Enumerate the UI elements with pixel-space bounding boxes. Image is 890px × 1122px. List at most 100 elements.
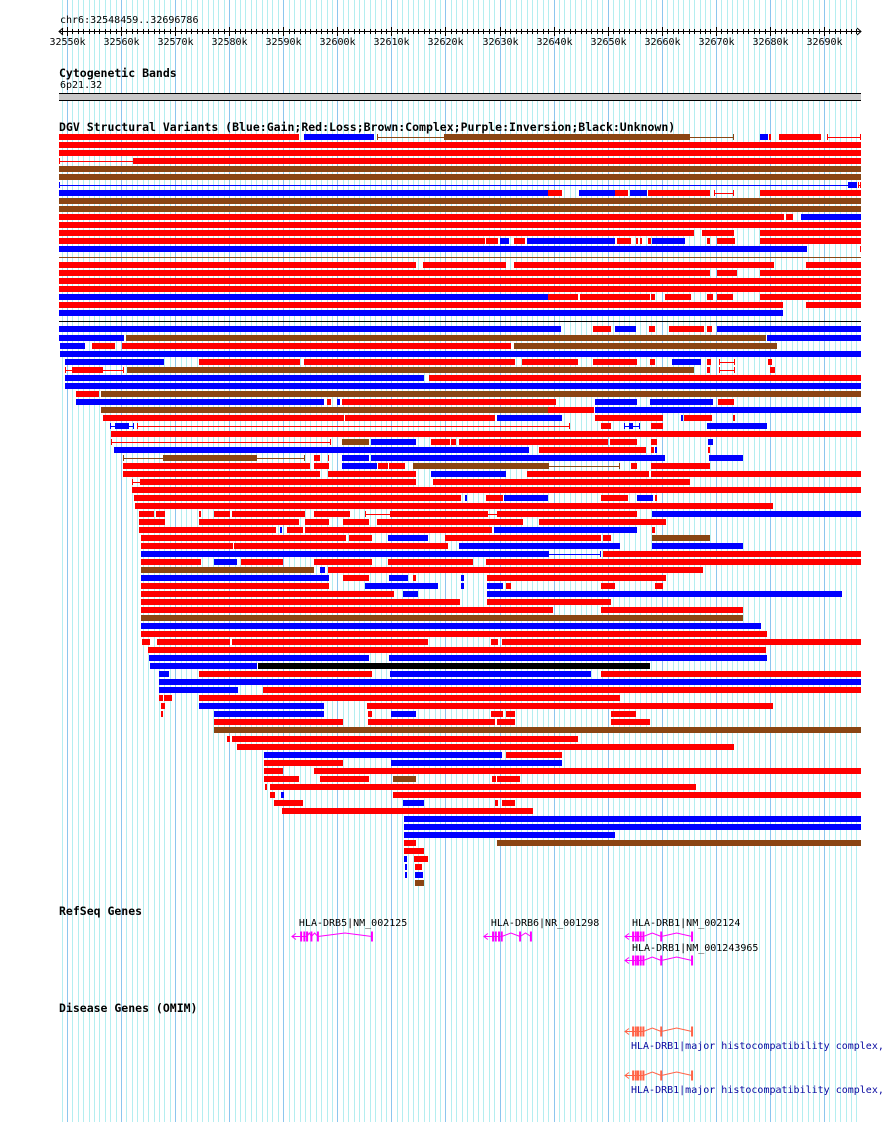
sv-loss-segment[interactable] [366, 703, 774, 709]
sv-loss-segment[interactable] [617, 238, 632, 244]
sv-loss-segment[interactable] [506, 711, 516, 717]
sv-loss-segment[interactable] [387, 559, 474, 565]
sv-gain-segment[interactable] [148, 655, 369, 661]
sv-gain-segment[interactable] [595, 407, 861, 413]
sv-loss-segment[interactable] [717, 294, 733, 300]
sv-loss-connector[interactable] [132, 482, 142, 483]
sv-loss-segment[interactable] [141, 599, 460, 605]
sv-complex-segment[interactable] [101, 391, 861, 397]
sv-gain-segment[interactable] [391, 711, 416, 717]
sv-loss-segment[interactable] [718, 399, 735, 405]
sv-loss-segment[interactable] [304, 527, 492, 533]
sv-loss-segment[interactable] [498, 511, 637, 517]
sv-loss-segment[interactable] [59, 302, 783, 308]
sv-loss-segment[interactable] [59, 278, 861, 284]
sv-gain-segment[interactable] [414, 872, 424, 878]
gene-label[interactable]: HLA-DRB5|NM_002125 [298, 918, 408, 929]
sv-loss-segment[interactable] [514, 238, 525, 244]
sv-loss-segment[interactable] [640, 238, 643, 244]
sv-gain-segment[interactable] [503, 495, 548, 501]
sv-gain-segment[interactable] [595, 399, 637, 405]
sv-loss-segment[interactable] [769, 134, 771, 140]
sv-loss-segment[interactable] [231, 736, 579, 742]
sv-gain-segment[interactable] [114, 447, 530, 453]
gene-label[interactable]: HLA-DRB6|NR_001298 [490, 918, 600, 929]
sv-complex-segment[interactable] [141, 567, 315, 573]
sv-loss-connector[interactable] [826, 137, 861, 138]
sv-loss-segment[interactable] [430, 439, 450, 445]
sv-loss-segment[interactable] [133, 495, 461, 501]
sv-loss-segment[interactable] [263, 687, 861, 693]
sv-gain-segment[interactable] [341, 455, 369, 461]
sv-complex-segment[interactable] [59, 166, 861, 172]
sv-loss-connector[interactable] [102, 370, 125, 371]
sv-loss-segment[interactable] [122, 471, 321, 477]
sv-gain-segment[interactable] [391, 760, 562, 766]
sv-loss-segment[interactable] [367, 711, 373, 717]
sv-loss-segment[interactable] [314, 511, 351, 517]
sv-loss-segment[interactable] [403, 848, 424, 854]
sv-loss-segment[interactable] [159, 695, 164, 701]
sv-loss-segment[interactable] [485, 495, 503, 501]
sv-loss-segment[interactable] [132, 487, 861, 493]
sv-loss-connector[interactable] [65, 370, 73, 371]
sv-gain-segment[interactable] [59, 343, 85, 349]
refseq-gene-glyph[interactable] [0, 929, 890, 943]
sv-gain-segment[interactable] [848, 182, 857, 188]
sv-gain-segment[interactable] [64, 383, 861, 389]
sv-gain-segment[interactable] [403, 824, 861, 830]
sv-gain-connector[interactable] [547, 554, 601, 555]
sv-gain-segment[interactable] [459, 543, 620, 549]
sv-loss-connector[interactable] [137, 426, 571, 427]
sv-loss-segment[interactable] [485, 559, 861, 565]
sv-loss-segment[interactable] [647, 190, 710, 196]
sv-loss-segment[interactable] [600, 671, 861, 677]
sv-loss-segment[interactable] [547, 407, 594, 413]
sv-loss-segment[interactable] [314, 768, 861, 774]
sv-gain-segment[interactable] [281, 792, 284, 798]
sv-loss-segment[interactable] [59, 222, 861, 228]
sv-loss-segment[interactable] [139, 511, 154, 517]
sv-loss-segment[interactable] [141, 607, 554, 613]
sv-loss-segment[interactable] [497, 776, 521, 782]
sv-loss-segment[interactable] [768, 359, 773, 365]
sv-gain-segment[interactable] [59, 310, 783, 316]
sv-loss-segment[interactable] [491, 776, 497, 782]
sv-loss-segment[interactable] [760, 294, 861, 300]
sv-unknown-segment[interactable] [257, 663, 650, 669]
sv-loss-segment[interactable] [600, 423, 612, 429]
sv-gain-segment[interactable] [460, 575, 464, 581]
sv-loss-segment[interactable] [269, 792, 276, 798]
sv-gain-segment[interactable] [404, 872, 407, 878]
sv-loss-segment[interactable] [654, 583, 663, 589]
sv-complex-segment[interactable] [514, 343, 778, 349]
sv-loss-segment[interactable] [580, 294, 650, 300]
sv-loss-segment[interactable] [161, 703, 166, 709]
sv-loss-segment[interactable] [595, 415, 663, 421]
sv-loss-segment[interactable] [303, 359, 516, 365]
sv-loss-segment[interactable] [141, 479, 416, 485]
sv-complex-segment[interactable] [213, 727, 861, 733]
sv-complex-segment[interactable] [444, 134, 690, 140]
sv-loss-segment[interactable] [706, 238, 710, 244]
sv-loss-segment[interactable] [103, 415, 345, 421]
refseq-gene-glyph[interactable] [0, 929, 890, 943]
sv-loss-segment[interactable] [304, 519, 330, 525]
sv-loss-segment[interactable] [706, 359, 711, 365]
sv-loss-segment[interactable] [392, 792, 861, 798]
sv-loss-segment[interactable] [349, 535, 373, 541]
sv-loss-segment[interactable] [139, 527, 277, 533]
sv-loss-segment[interactable] [198, 511, 201, 517]
sv-complex-segment[interactable] [652, 535, 710, 541]
sv-loss-segment[interactable] [760, 190, 861, 196]
sv-gain-segment[interactable] [404, 864, 407, 870]
sv-gain-segment[interactable] [486, 591, 842, 597]
sv-loss-segment[interactable] [514, 262, 775, 268]
sv-loss-connector[interactable] [857, 185, 861, 186]
sv-loss-segment[interactable] [506, 583, 512, 589]
sv-loss-segment[interactable] [59, 230, 694, 236]
sv-loss-segment[interactable] [707, 447, 710, 453]
sv-loss-segment[interactable] [860, 246, 862, 252]
sv-gain-segment[interactable] [213, 711, 325, 717]
sv-loss-segment[interactable] [367, 719, 496, 725]
